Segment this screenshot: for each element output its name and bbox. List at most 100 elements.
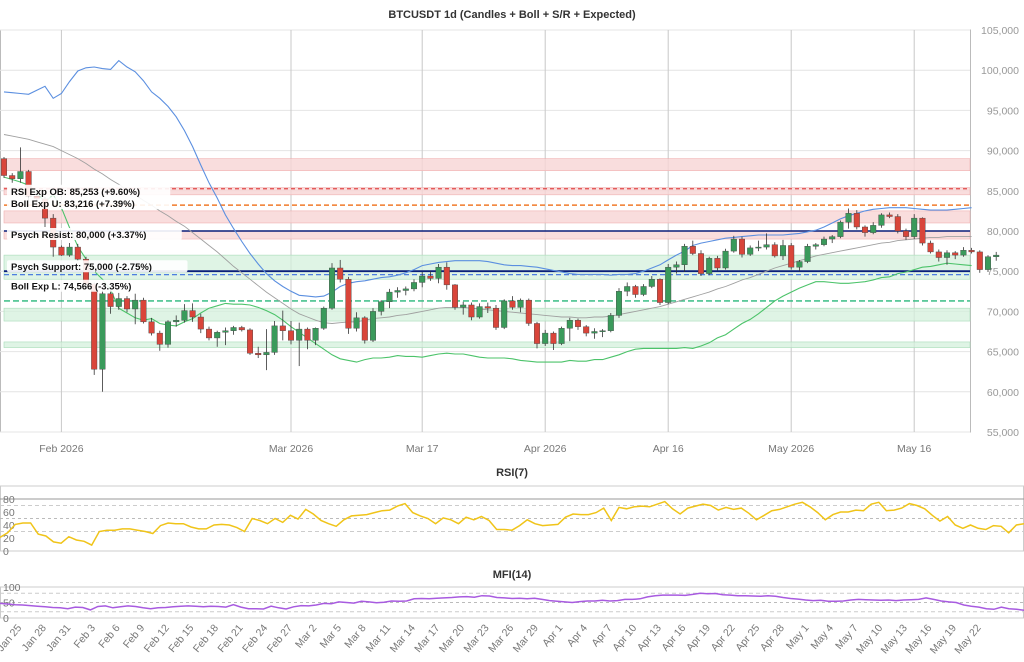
mfi-x-tick-label: Feb 3 bbox=[72, 622, 99, 650]
candle-body bbox=[304, 328, 311, 341]
x-tick-label: Apr 16 bbox=[653, 443, 684, 455]
price-panel: 55,000 60,000 65,000 70,000 75,000 80,000 85,0… bbox=[0, 25, 1019, 455]
candle-body bbox=[591, 331, 598, 334]
candle-body bbox=[411, 282, 418, 290]
mfi-x-tick-label: Jan 31 bbox=[44, 622, 74, 654]
candle-body bbox=[99, 293, 106, 370]
mfi-x-tick-label: Apr 4 bbox=[565, 622, 590, 649]
candle-body bbox=[107, 293, 114, 307]
x-tick-label: Apr 2026 bbox=[524, 443, 567, 455]
candle-body bbox=[353, 317, 360, 329]
y-tick-label: 70,000 bbox=[987, 306, 1019, 318]
candle-body bbox=[493, 307, 500, 328]
candle-body bbox=[780, 245, 787, 257]
resistance-zone bbox=[3, 158, 971, 171]
annotation-label-bg bbox=[7, 184, 171, 197]
candle-body bbox=[804, 246, 811, 262]
candle-body bbox=[279, 325, 286, 331]
candle-body bbox=[870, 225, 877, 233]
candle-body bbox=[829, 236, 836, 240]
rsi-y-tick-label: 0 bbox=[3, 546, 9, 558]
candle-body bbox=[698, 253, 705, 274]
candle-body bbox=[616, 291, 623, 316]
candle-body bbox=[796, 261, 803, 268]
candle-body bbox=[575, 320, 582, 327]
candle-body bbox=[525, 299, 532, 324]
y-tick-label: 95,000 bbox=[987, 105, 1019, 117]
rsi-y-tick-label: 80 bbox=[3, 494, 15, 506]
mfi-x-tick-label: Apr 13 bbox=[635, 622, 664, 654]
annotation-label: Boll Exp U: 83,216 (+7.39%) bbox=[11, 199, 135, 210]
candle-body bbox=[558, 328, 565, 344]
annotation-label: Psych Resist: 80,000 (+3.37%) bbox=[11, 230, 146, 241]
mfi-x-tick-label: Mar 23 bbox=[461, 622, 491, 655]
candle-body bbox=[288, 330, 295, 341]
candle-body bbox=[763, 244, 770, 248]
mfi-x-tick-label: Feb 6 bbox=[96, 622, 123, 650]
candle-body bbox=[222, 330, 229, 333]
candle-body bbox=[927, 242, 934, 253]
rsi-series-line bbox=[0, 500, 1024, 547]
annotation-label: Boll Exp L: 74,566 (-3.35%) bbox=[11, 282, 131, 293]
candle-body bbox=[156, 332, 163, 345]
mfi-x-tick-label: Apr 25 bbox=[733, 622, 762, 654]
candle-body bbox=[542, 332, 549, 344]
candle-body bbox=[550, 332, 557, 344]
candle-body bbox=[821, 238, 828, 245]
mfi-x-tick-label: Apr 19 bbox=[684, 622, 713, 654]
mfi-x-tick-label: Apr 28 bbox=[758, 622, 787, 654]
bollinger-upper-series bbox=[3, 59, 972, 298]
candle-body bbox=[337, 267, 344, 280]
candle-body bbox=[58, 246, 65, 256]
candle-body bbox=[771, 244, 778, 257]
candle-body bbox=[74, 246, 81, 260]
mfi-chart-title: MFI(14) bbox=[493, 569, 532, 581]
mfi-x-tick-label: Apr 16 bbox=[659, 622, 688, 654]
candle-body bbox=[140, 299, 147, 323]
candle-body bbox=[246, 329, 253, 354]
y-tick-label: 90,000 bbox=[987, 146, 1019, 158]
candle-body bbox=[968, 250, 975, 253]
main-chart-title: BTCUSDT 1d (Candles + Boll + S/R + Expec… bbox=[388, 9, 636, 21]
candle-body bbox=[837, 221, 844, 237]
candle-body bbox=[296, 328, 303, 341]
mfi-x-tick-label: Feb 21 bbox=[215, 622, 245, 655]
candle-body bbox=[197, 316, 204, 330]
candle-body bbox=[935, 251, 942, 258]
candle-body bbox=[501, 300, 508, 328]
candle-body bbox=[739, 238, 746, 255]
candle-body bbox=[886, 214, 893, 217]
candle-body bbox=[534, 323, 541, 344]
candle-body bbox=[657, 279, 664, 303]
candle-body bbox=[648, 279, 655, 287]
annotation-label-bg bbox=[7, 228, 182, 240]
mfi-x-tick-label: Mar 2 bbox=[293, 622, 320, 650]
candle-body bbox=[640, 286, 647, 295]
candle-body bbox=[714, 258, 721, 269]
support-zone bbox=[3, 341, 971, 348]
candle-body bbox=[386, 291, 393, 302]
candle-body bbox=[993, 254, 1000, 257]
candle-body bbox=[394, 290, 401, 293]
candle-body bbox=[320, 307, 327, 329]
rsi-y-tick-label: 40 bbox=[3, 520, 15, 532]
candle-body bbox=[443, 266, 450, 286]
y-tick-label: 105,000 bbox=[981, 25, 1019, 37]
rsi-chart-title: RSI(7) bbox=[496, 467, 528, 479]
candle-body bbox=[607, 315, 614, 331]
candle-body bbox=[205, 328, 212, 339]
candle-body bbox=[361, 317, 368, 341]
mfi-y-tick-label: 0 bbox=[3, 613, 9, 625]
candle-body bbox=[706, 258, 713, 274]
mfi-x-tick-label: Jan 25 bbox=[0, 622, 24, 654]
candle-body bbox=[189, 310, 196, 318]
mfi-x-tick-label: Mar 29 bbox=[511, 622, 541, 655]
mfi-x-tick-label: Mar 5 bbox=[318, 622, 345, 650]
candle-body bbox=[402, 288, 409, 291]
candle-body bbox=[673, 264, 680, 268]
mfi-x-tick-label: Mar 26 bbox=[486, 622, 516, 655]
candle-body bbox=[632, 286, 639, 295]
mfi-x-tick-label: Apr 10 bbox=[610, 622, 639, 654]
mfi-x-tick-label: May 1 bbox=[784, 622, 812, 652]
candle-body bbox=[878, 214, 885, 226]
